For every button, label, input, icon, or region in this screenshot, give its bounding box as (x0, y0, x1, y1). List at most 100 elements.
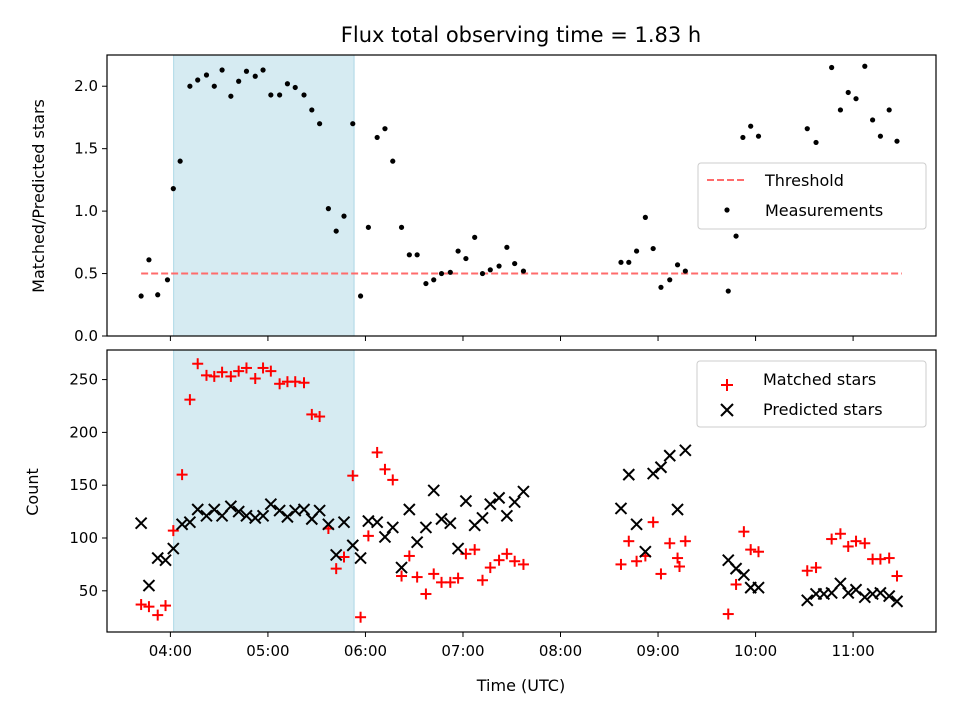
measurement-point (618, 259, 624, 265)
measurement-point (228, 93, 234, 99)
measurement-point (203, 72, 210, 78)
predicted-star-point (427, 484, 440, 497)
matched-star-point (192, 358, 204, 370)
measurement-point (146, 257, 152, 263)
predicted-star-point (679, 444, 692, 457)
matched-star-point (411, 571, 423, 583)
measurement-point (886, 107, 892, 113)
predicted-star-point (183, 515, 197, 529)
x-tick-label: 08:00 (539, 642, 582, 660)
predicted-star-point (273, 504, 286, 517)
measurement-point (682, 268, 688, 274)
matched-star-point (679, 535, 691, 547)
matched-star-point (673, 561, 685, 573)
predicted-star-point (858, 590, 872, 604)
matched-star-point (265, 365, 277, 377)
matched-star-point (452, 572, 464, 584)
matched-star-point (476, 574, 488, 586)
matched-star-point (249, 373, 261, 385)
matched-star-point (160, 600, 172, 612)
measurement-point (277, 92, 283, 98)
x-tick-label: 11:00 (831, 642, 874, 660)
matched-star-point (257, 362, 269, 374)
matched-star-point (396, 570, 408, 582)
predicted-star-point (517, 485, 530, 498)
measurement-point (740, 134, 746, 141)
legend-predicted-swatch (720, 403, 734, 417)
matched-star-point (403, 550, 415, 562)
measurement-point (725, 288, 731, 294)
measurement-point (504, 244, 510, 250)
bottom-y-ticks: 50 100 150 200 250 (69, 371, 107, 600)
predicted-star-point (663, 449, 676, 462)
matched-star-point (826, 533, 838, 545)
top-y-tick-label: 2.0 (74, 77, 98, 95)
measurement-point (804, 126, 810, 132)
matched-star-point (347, 470, 359, 482)
measurement-point (674, 262, 681, 268)
measurement-point (219, 67, 225, 73)
predicted-star-point (395, 561, 408, 574)
measurement-point (853, 96, 859, 102)
measurement-point (463, 255, 469, 262)
matched-star-point (444, 576, 456, 588)
measurement-point (260, 67, 266, 73)
legend-matched-label: Matched stars (763, 370, 876, 389)
predicted-star-point (435, 512, 448, 526)
measurement-point (877, 133, 884, 139)
matched-star-point (672, 552, 684, 564)
top-y-axis-label: Matched/Predicted stars (29, 99, 48, 293)
matched-star-point (216, 366, 228, 378)
predicted-star-point (354, 551, 367, 565)
measurement-point (733, 233, 739, 239)
measurement-point (309, 107, 315, 113)
matched-star-point (152, 609, 164, 621)
predicted-star-point (646, 467, 660, 480)
predicted-star-point (264, 497, 278, 511)
measurement-point (479, 270, 486, 277)
measurement-point (667, 277, 673, 283)
measurement-point (431, 277, 437, 283)
matched-star-point (738, 526, 750, 538)
measurement-point (155, 292, 161, 298)
matched-star-point (834, 528, 846, 540)
measurement-point (650, 245, 656, 252)
measurement-point (472, 234, 478, 240)
predicted-star-point (329, 548, 343, 562)
bottom-y-axis-label: Count (23, 468, 42, 516)
measurement-point (626, 259, 632, 265)
bottom-x-ticks: 04:00 05:00 06:00 07:00 08:00 09:00 10:00 11:00 (149, 632, 875, 660)
x-axis-label: Time (UTC) (476, 676, 565, 695)
measurement-point (243, 68, 250, 74)
predicted-star-point (476, 511, 489, 525)
matched-star-point (722, 608, 734, 620)
predicted-star-point (834, 577, 847, 590)
predicted-star-point (729, 562, 743, 575)
matched-star-point (850, 535, 862, 547)
measurement-point (187, 83, 193, 89)
measurement-point (341, 213, 347, 219)
matched-star-point (167, 525, 179, 537)
measurement-point (350, 121, 356, 127)
legend-predicted-label: Predicted stars (763, 400, 883, 419)
matched-star-point (842, 540, 854, 552)
predicted-star-point (890, 595, 904, 608)
x-tick-label: 04:00 (149, 642, 192, 660)
matched-star-point (289, 376, 301, 388)
predicted-star-point (208, 503, 221, 516)
measurement-point (333, 228, 339, 234)
matched-star-point (240, 362, 252, 374)
measurement-point (236, 78, 242, 84)
predicted-star-point (752, 581, 765, 594)
matched-star-point (745, 544, 757, 556)
measurement-point (138, 293, 144, 299)
predicted-star-point (410, 536, 424, 549)
matched-star-point (420, 588, 432, 600)
matched-star-point (379, 463, 391, 475)
matched-star-point (509, 555, 521, 567)
predicted-star-point (200, 509, 213, 523)
predicted-star-point (322, 518, 335, 531)
legend-measurements-swatch (724, 207, 730, 213)
predicted-star-point (492, 491, 506, 505)
bottom-legend-box (696, 360, 927, 428)
